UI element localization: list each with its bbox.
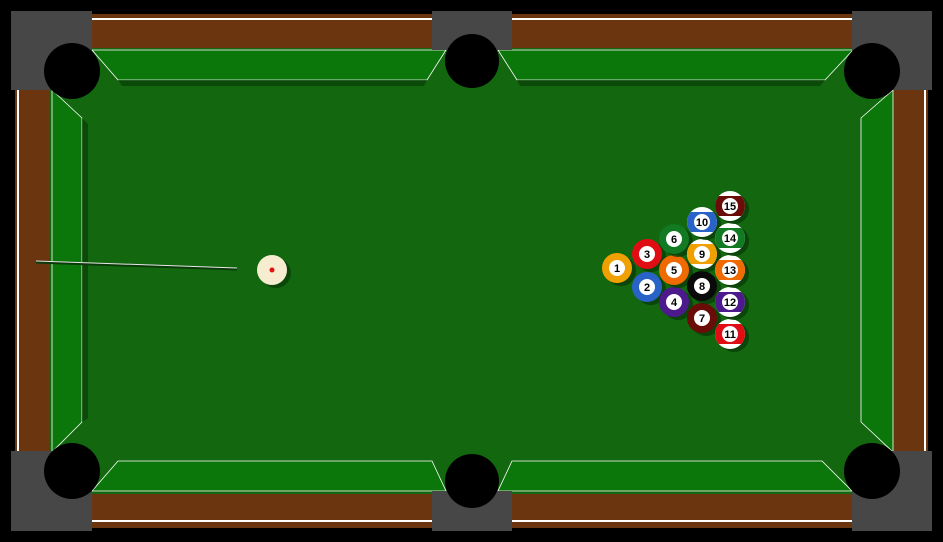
table-cloth — [50, 48, 893, 494]
ball-8[interactable]: 8 — [687, 271, 721, 304]
ball-7[interactable]: 7 — [687, 303, 721, 336]
pocket-top-left[interactable] — [44, 43, 100, 99]
rail-right — [890, 14, 928, 528]
ball-9[interactable]: 9 — [687, 239, 721, 272]
ball-number-label: 8 — [699, 281, 705, 293]
cushion-top-left — [91, 49, 447, 81]
cue-ball-dot — [269, 267, 275, 273]
cue-stick[interactable] — [35, 260, 238, 271]
ball-number-label: 4 — [671, 297, 678, 309]
ball-number-label: 5 — [671, 265, 677, 277]
cushions — [51, 49, 894, 492]
ball-2[interactable]: 2 — [632, 272, 666, 305]
ball-number-label: 10 — [696, 217, 708, 229]
pocket-top-middle[interactable] — [445, 34, 499, 88]
cushion-left — [51, 89, 83, 453]
cushion-bottom-right — [497, 460, 853, 492]
ball-11[interactable]: 11 — [715, 319, 749, 352]
ball-number-label: 14 — [724, 233, 737, 245]
pockets[interactable] — [44, 34, 900, 508]
ball-number-label: 12 — [724, 297, 736, 309]
ball-number-label: 3 — [644, 249, 650, 261]
pocket-top-right[interactable] — [844, 43, 900, 99]
ball-number-label: 2 — [644, 282, 650, 294]
cue-ball[interactable] — [257, 255, 291, 288]
ball-5[interactable]: 5 — [659, 255, 693, 288]
ball-number-label: 13 — [724, 265, 736, 277]
ball-number-label: 7 — [699, 313, 705, 325]
ball-number-label: 15 — [724, 201, 736, 213]
ball-14[interactable]: 14 — [715, 223, 749, 256]
ball-13[interactable]: 13 — [715, 255, 749, 288]
ball-10[interactable]: 10 — [687, 207, 721, 240]
ball-number-label: 9 — [699, 249, 705, 261]
ball-number-label: 6 — [671, 234, 677, 246]
ball-number-label: 11 — [724, 329, 736, 341]
ball-number-label: 1 — [614, 263, 620, 275]
rail-left — [15, 14, 53, 528]
pocket-bottom-middle[interactable] — [445, 454, 499, 508]
cushion-shadows — [82, 80, 825, 422]
cushion-bottom-left — [91, 460, 447, 492]
pocket-bottom-right[interactable] — [844, 443, 900, 499]
cushion-right — [860, 89, 894, 453]
ball-3[interactable]: 3 — [632, 239, 666, 272]
ball-12[interactable]: 12 — [715, 287, 749, 320]
ball-1[interactable]: 1 — [602, 253, 636, 286]
cushion-top-right — [497, 49, 854, 81]
pocket-bottom-left[interactable] — [44, 443, 100, 499]
ball-6[interactable]: 6 — [659, 224, 693, 257]
ball-15[interactable]: 15 — [715, 191, 749, 224]
ball-4[interactable]: 4 — [659, 287, 693, 320]
